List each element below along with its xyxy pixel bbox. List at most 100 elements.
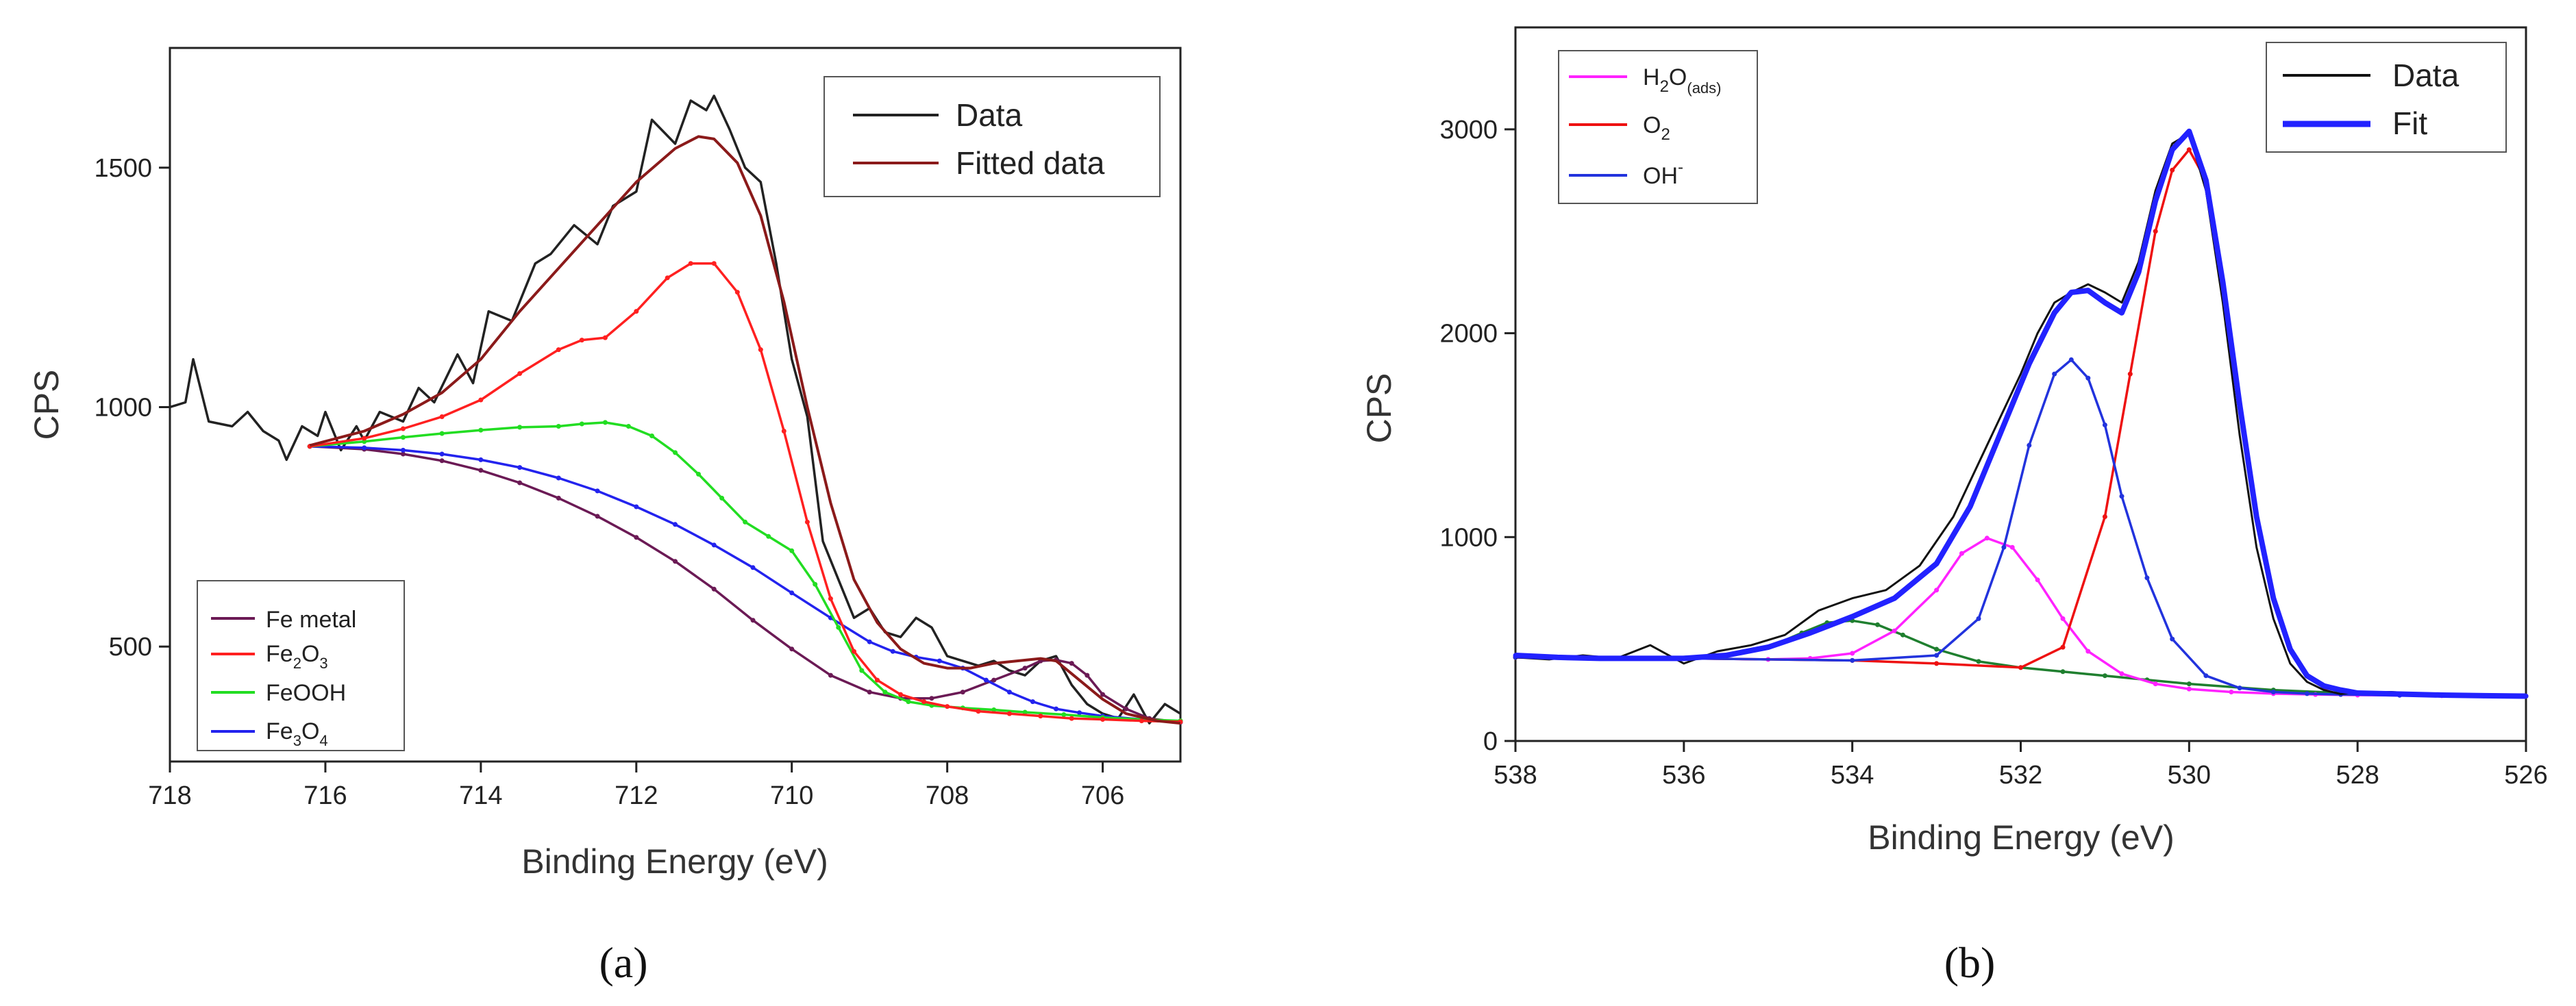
panel-b-point-oh- xyxy=(2304,691,2309,696)
panel-a-point-feooh xyxy=(649,433,654,438)
panel-a-point-fe2o3 xyxy=(1100,717,1105,722)
panel-b-x-tick-label: 530 xyxy=(2168,761,2211,790)
panel-b-point-o2 xyxy=(2127,371,2133,377)
panel-a-point-fe2o3 xyxy=(400,426,406,431)
panel-a-x-tick-label: 710 xyxy=(770,781,813,810)
panel-b-point-fit xyxy=(1597,655,1602,661)
panel-b-legend-components: H2O(ads) O2 OH- xyxy=(1558,50,1758,204)
panel-a-x-tick-label: 712 xyxy=(615,781,658,810)
panel-a-point-fe-metal xyxy=(828,672,833,678)
panel-b-point-fit xyxy=(1892,596,1897,601)
panel-a-legend-fe-metal-label: Fe metal xyxy=(266,607,356,633)
panel-b-point-h2o-ads- xyxy=(2009,544,2015,550)
panel-a-plot-frame xyxy=(169,47,1182,763)
panel-a-legend-components: Fe metal Fe2O3 FeOOH Fe3O4 xyxy=(197,580,405,751)
panel-a-point-fe3o4 xyxy=(711,542,717,548)
panel-a-point-fe3o4 xyxy=(890,649,895,654)
panel-b-point-fit xyxy=(1555,655,1560,660)
panel-a-chart: 718 716 714 712 710 708 706 500 1000 1500 CPS Bin… xyxy=(27,47,1183,881)
panel-b-point-oh- xyxy=(2001,544,2007,550)
panel-a-point-feooh xyxy=(766,533,771,539)
panel-b-x-tick-label: 532 xyxy=(1999,761,2042,790)
panel-a-point-fe3o4 xyxy=(362,445,367,451)
panel-a-point-fe-metal xyxy=(1124,706,1129,712)
panel-b-point-fit xyxy=(2102,300,2107,305)
panel-b-legend-main: Data Fit xyxy=(2266,42,2507,153)
panel-b-point-o2 xyxy=(2060,644,2066,650)
panel-a-series-fe3o4 xyxy=(310,445,1181,723)
panel-a-point-fe2o3 xyxy=(1069,716,1074,721)
panel-b-x-tick-label: 526 xyxy=(2504,761,2547,790)
panel-a-point-fe2o3 xyxy=(921,699,927,705)
panel-b-point-fit xyxy=(2321,683,2327,689)
panel-b-point-fit xyxy=(1639,655,1644,661)
panel-b-point-extra xyxy=(1976,659,1981,664)
panel-b-point-fit xyxy=(2068,290,2074,295)
panel-b-point-h2o-ads- xyxy=(2186,686,2192,692)
panel-a-point-fe2o3 xyxy=(602,335,608,340)
panel-a-point-feooh xyxy=(836,625,841,630)
panel-a-point-fe2o3 xyxy=(711,261,717,266)
panel-a-point-feooh xyxy=(626,424,631,429)
panel-a-point-fe2o3 xyxy=(688,261,693,266)
panel-a-point-fe-metal xyxy=(1069,661,1074,666)
panel-a-y-tick-label: 500 xyxy=(109,633,152,662)
panel-a-point-fe-metal xyxy=(439,458,445,464)
panel-a-point-fe2o3 xyxy=(362,436,367,441)
panel-b-point-fit xyxy=(1681,655,1687,661)
panel-a-point-fe2o3 xyxy=(517,371,523,376)
panel-b-point-extra xyxy=(2102,673,2107,679)
panel-a-point-fe3o4 xyxy=(439,451,445,457)
panel-b-point-o2 xyxy=(2170,167,2175,173)
panel-b-point-h2o-ads- xyxy=(1892,628,1897,633)
panel-a-series-fitted-data xyxy=(309,135,1181,725)
panel-b-legend-o2-label: O2 xyxy=(1643,112,1670,144)
panel-b-point-h2o-ads- xyxy=(2153,681,2158,687)
panel-b-point-h2o-ads- xyxy=(1984,536,1990,541)
panel-a-point-fe3o4 xyxy=(478,457,484,462)
caption-b: (b) xyxy=(1944,938,1996,987)
panel-b-point-h2o-ads- xyxy=(1934,588,1940,593)
panel-a-point-fe2o3 xyxy=(579,338,584,343)
panel-b-point-extra xyxy=(1875,622,1880,627)
panel-a-x-tick-label: 706 xyxy=(1081,781,1124,810)
panel-b-point-fit xyxy=(2254,514,2259,519)
panel-a-point-fe-metal xyxy=(478,468,484,473)
panel-b-point-fit xyxy=(2338,688,2344,693)
panel-b-point-fit xyxy=(1850,614,1855,619)
panel-a-point-feooh xyxy=(882,690,888,695)
panel-a-point-fe-metal xyxy=(750,618,756,623)
panel-b-y-tick-label: 3000 xyxy=(1439,116,1498,144)
panel-b-point-oh- xyxy=(2068,357,2074,362)
panel-a-point-feooh xyxy=(906,699,911,705)
panel-b-series-data xyxy=(1515,132,2527,697)
panel-b-point-fit xyxy=(2397,692,2403,696)
panel-b-point-fit xyxy=(1723,653,1729,658)
panel-a-legend-main: Data Fitted data xyxy=(823,76,1161,197)
panel-a-point-fe-metal xyxy=(400,451,406,457)
panel-a-point-fe2o3 xyxy=(898,692,903,697)
panel-a-point-feooh xyxy=(579,421,584,427)
panel-a-point-feooh xyxy=(556,424,561,429)
panel-a-x-tick-label: 718 xyxy=(148,781,191,810)
panel-a-point-feooh xyxy=(478,427,484,433)
panel-b-point-fit xyxy=(2237,402,2242,407)
panel-a-point-fe-metal xyxy=(595,514,600,519)
panel-a-point-feooh xyxy=(859,668,865,673)
panel-b-point-oh- xyxy=(1934,653,1940,658)
panel-a-x-tick-label: 708 xyxy=(926,781,969,810)
panel-b-point-fit xyxy=(2027,361,2032,366)
panel-b-point-oh- xyxy=(2203,673,2209,679)
panel-b-point-h2o-ads- xyxy=(2035,577,2040,583)
panel-b-point-fit xyxy=(1513,653,1518,658)
panel-b-point-fit xyxy=(2186,129,2192,134)
panel-a-point-fe2o3 xyxy=(439,414,445,419)
panel-a-point-feooh xyxy=(439,431,445,436)
panel-a-point-fe-metal xyxy=(929,696,934,701)
panel-b-x-tick-label: 538 xyxy=(1494,761,1537,790)
panel-b-point-extra xyxy=(2186,681,2192,687)
panel-b-x-tick-label: 528 xyxy=(2336,761,2379,790)
panel-b-point-extra xyxy=(1900,632,1905,638)
panel-b-point-oh- xyxy=(1850,657,1855,663)
panel-a-series-feooh xyxy=(310,421,1181,722)
